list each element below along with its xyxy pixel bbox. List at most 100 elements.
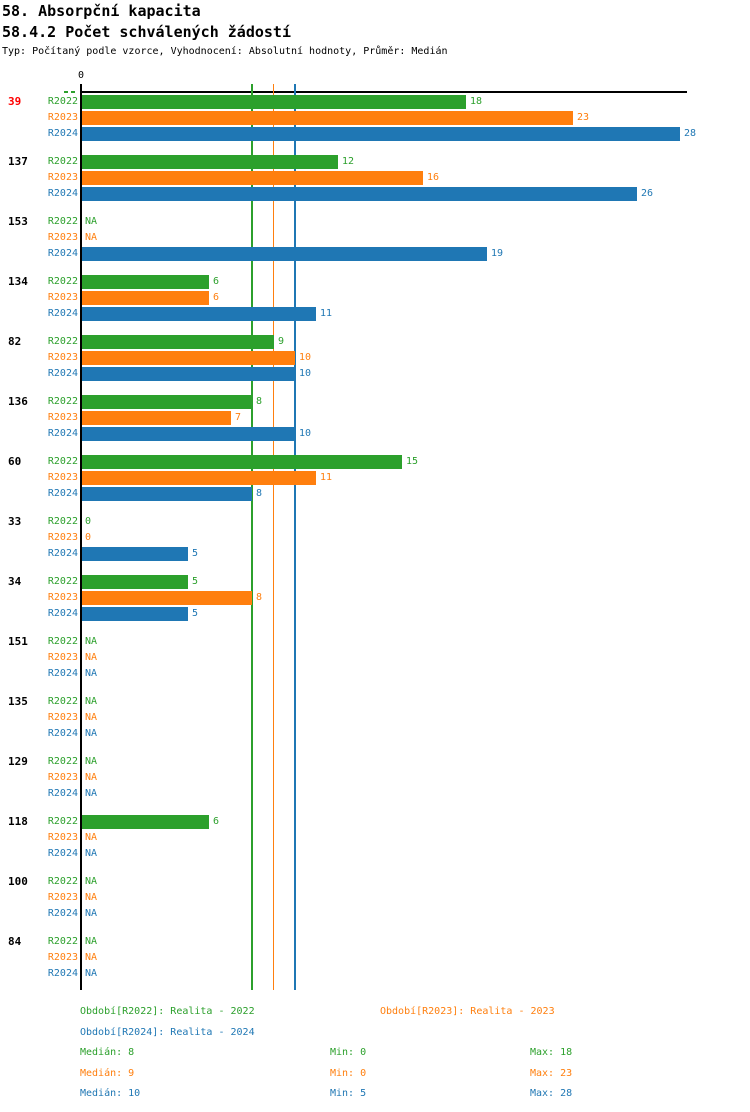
series-row-label-r2022: R2022 (47, 96, 78, 107)
series-row-label-r2024: R2024 (47, 188, 78, 199)
na-value-label: NA (85, 908, 98, 919)
x-axis-top-line (80, 91, 687, 93)
value-label: 16 (427, 172, 440, 183)
na-value-label: NA (85, 668, 98, 679)
series-row-label-r2022: R2022 (47, 876, 78, 887)
series-row-label-r2023: R2023 (47, 592, 78, 603)
na-value-label: NA (85, 968, 98, 979)
median-stat-r2023: Medián: 9 (80, 1068, 135, 1079)
na-value-label: NA (85, 756, 98, 767)
series-row-label-r2024: R2024 (47, 128, 78, 139)
series-row-label-r2024: R2024 (47, 608, 78, 619)
series-row-label-r2023: R2023 (47, 232, 78, 243)
na-value-label: NA (85, 232, 98, 243)
series-row-label-r2024: R2024 (47, 248, 78, 259)
na-value-label: NA (85, 876, 98, 887)
max-stat-r2022: Max: 18 (530, 1047, 573, 1058)
group-id-label: 151 (8, 635, 28, 648)
value-label: 12 (342, 156, 355, 167)
na-value-label: NA (85, 952, 98, 963)
bar-r2022 (82, 95, 466, 109)
series-row-label-r2022: R2022 (47, 636, 78, 647)
series-row-label-r2023: R2023 (47, 712, 78, 723)
group-id-label: 33 (8, 515, 22, 528)
min-stat-r2024: Min: 5 (330, 1088, 367, 1099)
series-row-label-r2023: R2023 (47, 832, 78, 843)
series-row-label-r2022: R2022 (47, 456, 78, 467)
bar-r2023 (82, 111, 573, 125)
min-stat-r2022: Min: 0 (330, 1047, 367, 1058)
bar-r2022 (82, 815, 209, 829)
bar-r2024 (82, 427, 295, 441)
na-value-label: NA (85, 772, 98, 783)
x-axis-origin-tick-label: 0 (77, 70, 85, 81)
median-line-r2023 (272, 84, 275, 990)
group-id-label: 136 (8, 395, 28, 408)
bar-r2024 (82, 607, 188, 621)
value-label: 11 (320, 472, 333, 483)
group-id-label: 60 (8, 455, 22, 468)
bar-r2024 (82, 547, 188, 561)
group-id-label: 100 (8, 875, 28, 888)
legend-item-r2022: Období[R2022]: Realita - 2022 (80, 1006, 255, 1017)
series-row-label-r2024: R2024 (47, 308, 78, 319)
series-row-label-r2022: R2022 (47, 696, 78, 707)
na-value-label: NA (85, 892, 98, 903)
y-axis-line (80, 84, 82, 990)
median-line-r2024 (294, 84, 296, 990)
value-label: 6 (213, 816, 220, 827)
na-value-label: NA (85, 216, 98, 227)
bar-r2024 (82, 127, 680, 141)
na-value-label: NA (85, 712, 98, 723)
value-label: 9 (278, 336, 285, 347)
bar-r2024 (82, 247, 487, 261)
value-label: 8 (256, 592, 263, 603)
bar-r2023 (82, 171, 423, 185)
bar-r2023 (82, 471, 316, 485)
bar-r2024 (82, 307, 316, 321)
series-row-label-r2024: R2024 (47, 728, 78, 739)
series-row-label-r2024: R2024 (47, 488, 78, 499)
value-label: 10 (299, 352, 312, 363)
median-line-r2022 (251, 84, 253, 990)
series-row-label-r2024: R2024 (47, 968, 78, 979)
legend-item-r2023: Období[R2023]: Realita - 2023 (380, 1006, 555, 1017)
series-row-label-r2023: R2023 (47, 172, 78, 183)
na-value-label: NA (85, 652, 98, 663)
page-title: 58. Absorpční kapacita (2, 2, 201, 20)
group-id-label: 134 (8, 275, 28, 288)
group-id-label: 129 (8, 755, 28, 768)
series-row-label-r2023: R2023 (47, 532, 78, 543)
bar-r2022 (82, 335, 274, 349)
group-id-label: 137 (8, 155, 28, 168)
value-label: 18 (470, 96, 483, 107)
axis-left-dash (71, 91, 75, 93)
na-value-label: NA (85, 848, 98, 859)
series-row-label-r2023: R2023 (47, 952, 78, 963)
max-stat-r2024: Max: 28 (530, 1088, 573, 1099)
series-row-label-r2023: R2023 (47, 892, 78, 903)
bar-r2024 (82, 187, 637, 201)
series-row-label-r2022: R2022 (47, 156, 78, 167)
series-row-label-r2023: R2023 (47, 412, 78, 423)
series-row-label-r2022: R2022 (47, 216, 78, 227)
value-label: 11 (320, 308, 333, 319)
value-label: 5 (192, 608, 199, 619)
series-row-label-r2024: R2024 (47, 848, 78, 859)
value-label: 19 (491, 248, 504, 259)
series-row-label-r2024: R2024 (47, 788, 78, 799)
group-id-label: 118 (8, 815, 28, 828)
group-id-label: 153 (8, 215, 28, 228)
group-id-label: 39 (8, 95, 22, 108)
series-row-label-r2022: R2022 (47, 576, 78, 587)
series-row-label-r2024: R2024 (47, 368, 78, 379)
value-label: 7 (235, 412, 242, 423)
value-label: 6 (213, 292, 220, 303)
value-label: 5 (192, 548, 199, 559)
value-label: 10 (299, 368, 312, 379)
na-value-label: NA (85, 832, 98, 843)
value-label: 10 (299, 428, 312, 439)
median-stat-r2022: Medián: 8 (80, 1047, 135, 1058)
value-label: 8 (256, 488, 263, 499)
series-row-label-r2022: R2022 (47, 336, 78, 347)
